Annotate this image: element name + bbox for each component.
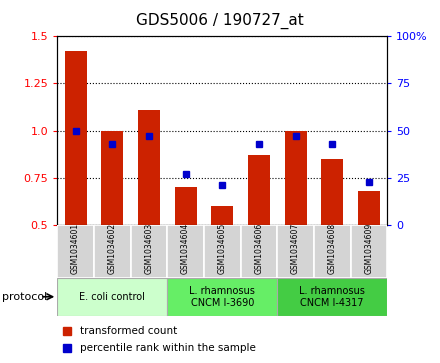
Bar (65, 52, 87, 225)
Text: E. coli control: E. coli control (79, 292, 145, 302)
Bar (321, 159, 343, 225)
Bar (204, 225, 241, 278)
Bar (211, 206, 233, 225)
Text: GDS5006 / 190727_at: GDS5006 / 190727_at (136, 13, 304, 29)
Text: GSM1034604: GSM1034604 (181, 223, 190, 274)
Bar (131, 225, 167, 278)
Bar (167, 225, 204, 278)
Bar (314, 225, 351, 278)
Text: protocol: protocol (2, 292, 48, 302)
Bar (138, 110, 160, 225)
Text: GSM1034603: GSM1034603 (144, 223, 154, 274)
Text: transformed count: transformed count (81, 326, 178, 336)
Bar (167, 278, 277, 316)
Text: GSM1034607: GSM1034607 (291, 223, 300, 274)
Text: L. rhamnosus
CNCM I-3690: L. rhamnosus CNCM I-3690 (189, 286, 255, 307)
Bar (57, 225, 94, 278)
Bar (248, 155, 270, 225)
Bar (175, 187, 197, 225)
Text: GSM1034605: GSM1034605 (218, 223, 227, 274)
Bar (351, 225, 387, 278)
Text: GSM1034606: GSM1034606 (254, 223, 264, 274)
Text: GSM1034609: GSM1034609 (364, 223, 374, 274)
Text: percentile rank within the sample: percentile rank within the sample (81, 343, 256, 353)
Bar (277, 225, 314, 278)
Bar (94, 225, 131, 278)
Text: GSM1034601: GSM1034601 (71, 223, 80, 274)
Bar (101, 131, 123, 225)
Bar (241, 225, 277, 278)
Bar (277, 278, 387, 316)
Text: L. rhamnosus
CNCM I-4317: L. rhamnosus CNCM I-4317 (299, 286, 365, 307)
Bar (285, 131, 307, 225)
Text: GSM1034602: GSM1034602 (108, 223, 117, 274)
Text: GSM1034608: GSM1034608 (328, 223, 337, 274)
Bar (358, 191, 380, 225)
Bar (57, 278, 167, 316)
